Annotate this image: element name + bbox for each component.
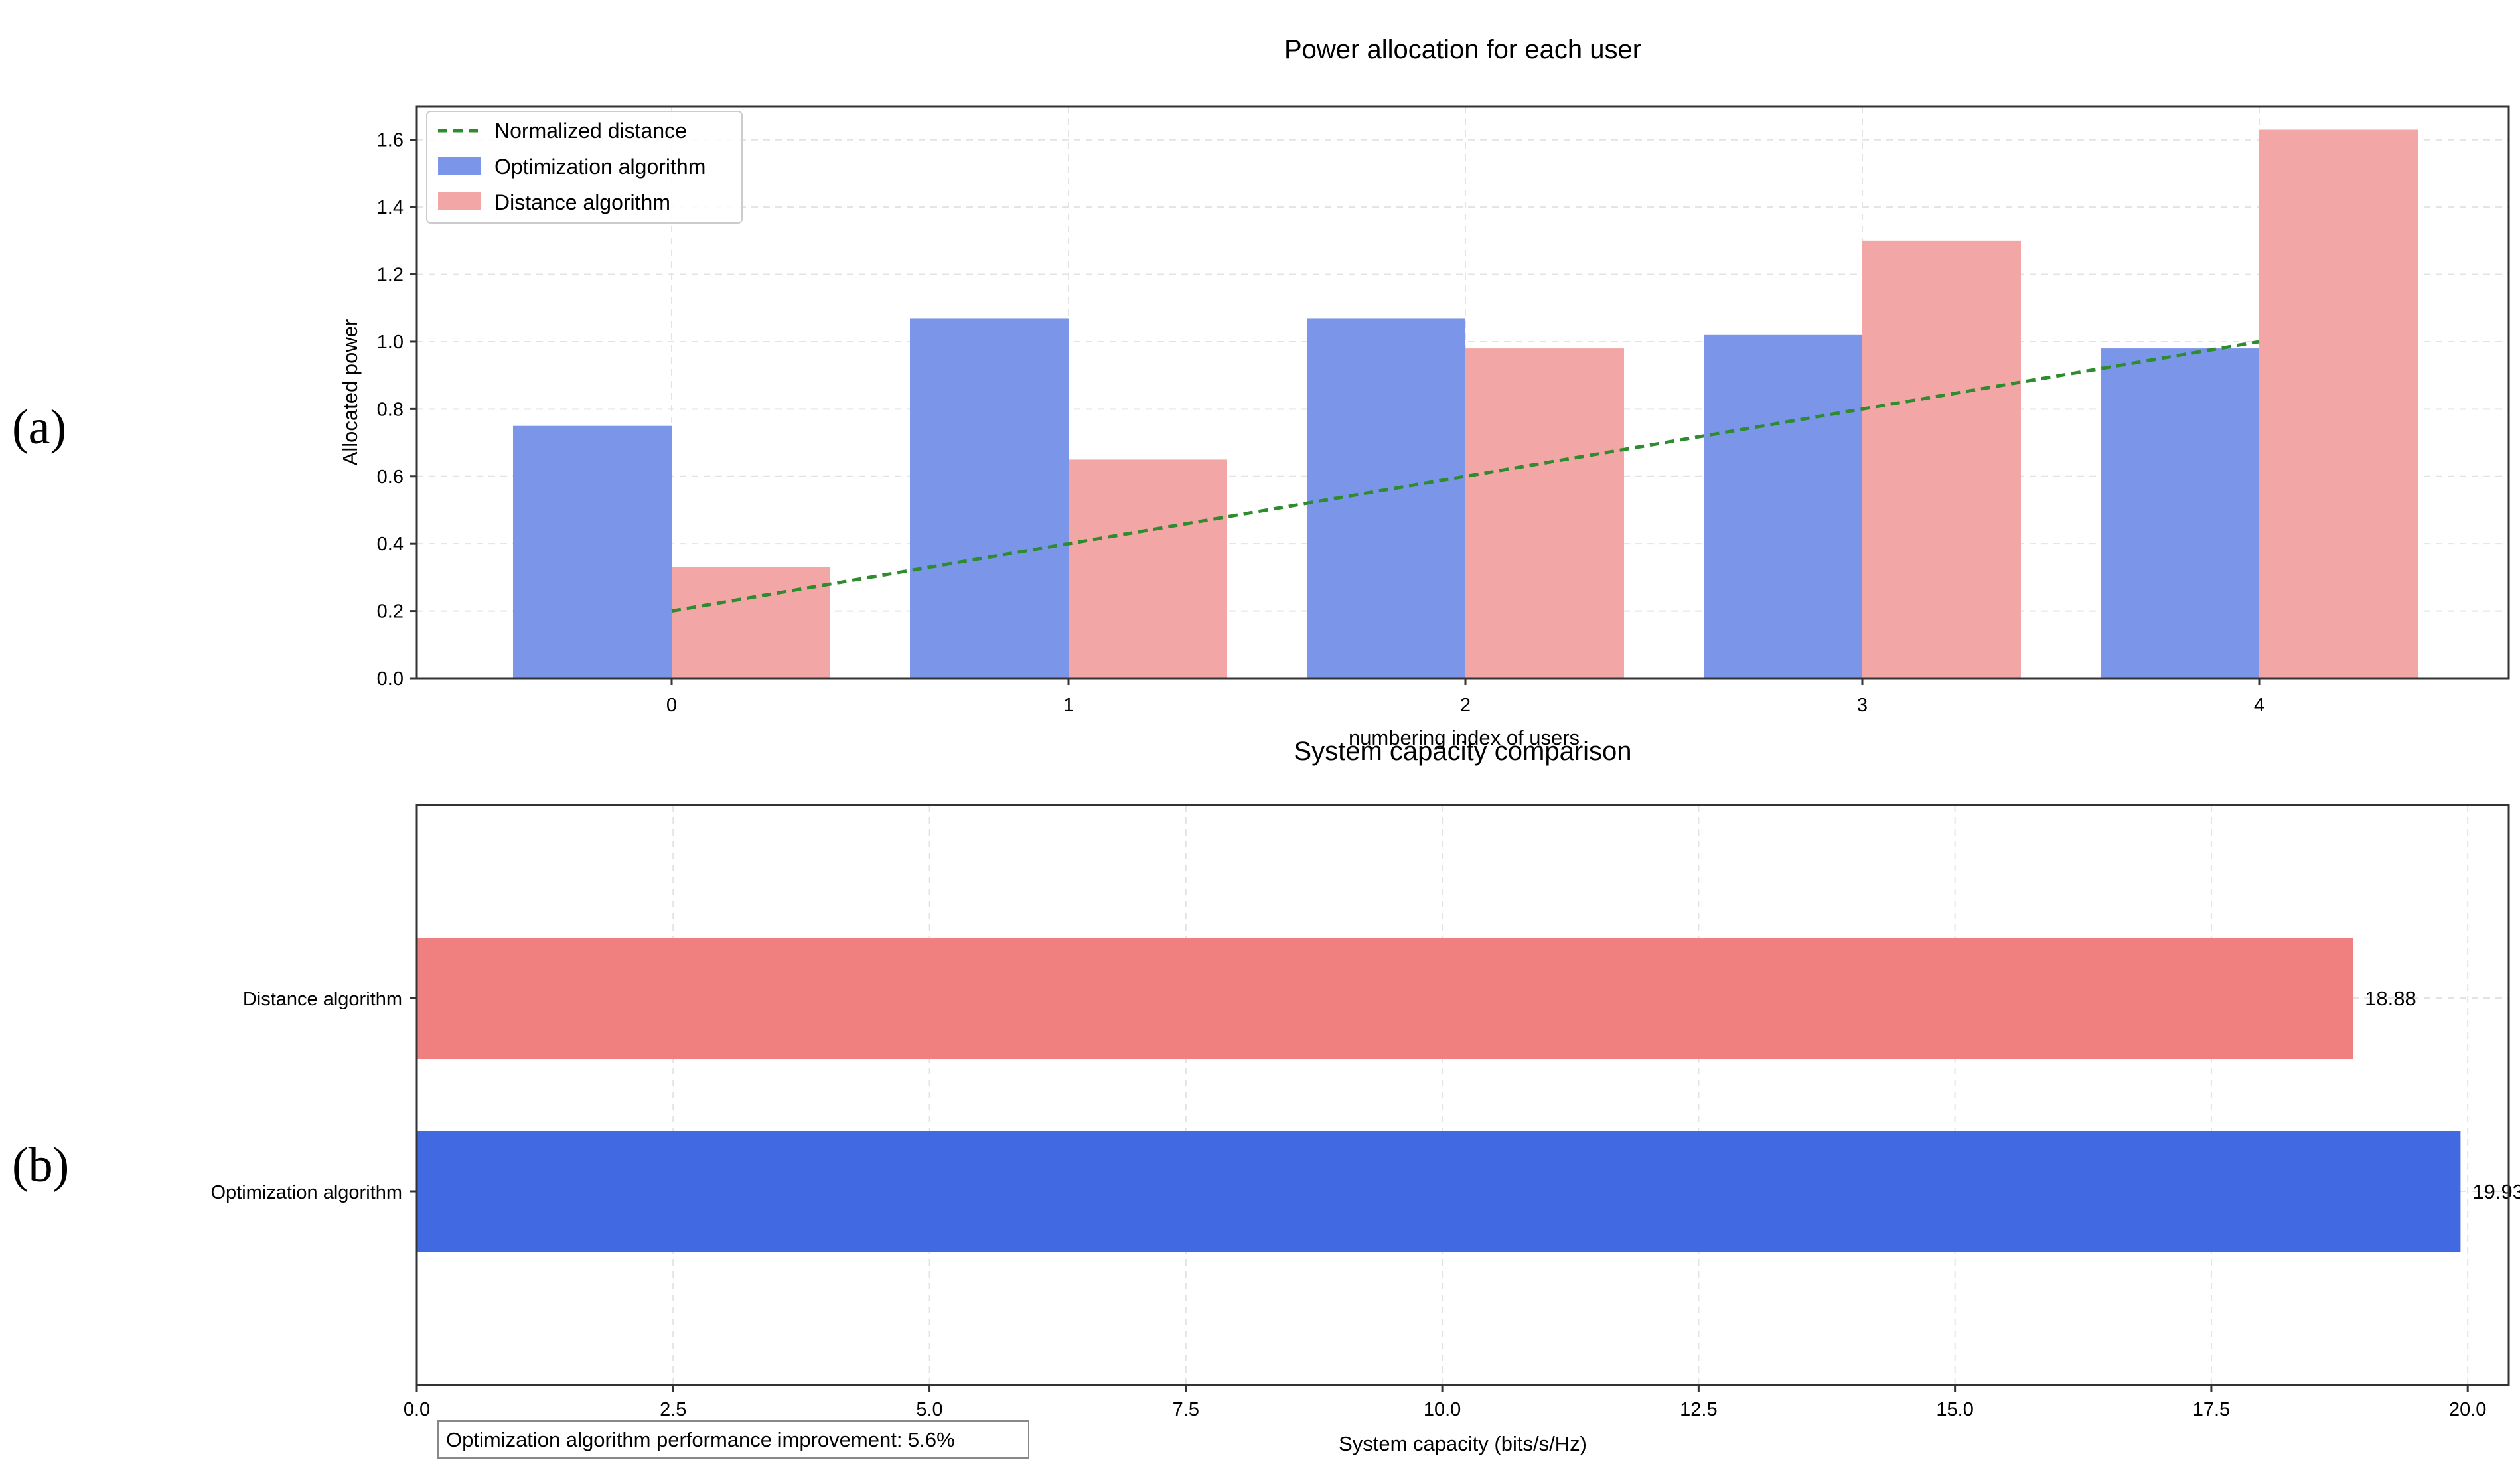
power-chart-frame: [415, 105, 2510, 680]
distance-bar-user-0: [672, 567, 830, 678]
capacity-x-tick-label-2: 5.0: [916, 1399, 942, 1420]
normalized-distance-line-group: [671, 340, 2260, 613]
capacity-value-label-distance: 18.88: [2365, 987, 2416, 1010]
power-y-tick-label-8: 1.6: [377, 130, 404, 151]
improvement-note-box: [437, 1420, 1029, 1459]
capacity-chart-x-ticks: 0.0 2.5 5.0 7.5 10.0 12.5 15.0 17.5 20.0: [404, 1385, 2486, 1420]
legend-box: [426, 111, 743, 224]
optimization-bar-user-0: [513, 425, 672, 678]
distance-bar-user-2: [1465, 348, 1624, 678]
capacity-value-label-optimization: 19.93: [2472, 1180, 2520, 1203]
power-y-tick-label-0: 0.0: [377, 668, 404, 690]
power-x-tick-label-1: 1: [1063, 695, 1074, 716]
capacity-chart-frame: [415, 804, 2510, 1386]
power-chart-x-ticks: 0 1 2 3 4: [666, 678, 2264, 716]
power-chart-bars: [513, 129, 2418, 679]
capacity-x-tick-label-3: 7.5: [1173, 1399, 1199, 1420]
legend-normalized-distance-label: Normalized distance: [494, 119, 687, 143]
capacity-chart-x-axis-label: System capacity (bits/s/Hz): [1339, 1432, 1587, 1455]
optimization-bar-user-3: [1704, 334, 1862, 678]
capacity-x-tick-label-7: 17.5: [2193, 1399, 2230, 1420]
capacity-y-tick-label-1: Distance algorithm: [243, 989, 402, 1010]
power-x-tick-label-3: 3: [1857, 695, 1868, 716]
capacity-bar-optimization: [417, 1131, 2461, 1252]
power-y-tick-label-6: 1.2: [377, 265, 404, 286]
power-y-tick-label-7: 1.4: [377, 197, 404, 218]
distance-bar-user-1: [1069, 459, 1227, 678]
improvement-note: Optimization algorithm performance impro…: [437, 1420, 1029, 1459]
legend-distance-swatch: [438, 192, 481, 210]
power-x-tick-label-0: 0: [666, 695, 677, 716]
optimization-bar-user-1: [910, 318, 1069, 679]
power-x-tick-label-2: 2: [1460, 695, 1471, 716]
system-capacity-chart: System capacity comparison 19.93 18.88 0.…: [211, 737, 2520, 1459]
power-y-tick-label-5: 1.0: [377, 332, 404, 353]
power-y-tick-label-2: 0.4: [377, 534, 404, 555]
capacity-x-tick-label-6: 15.0: [1936, 1399, 1973, 1420]
capacity-chart-grid: [416, 805, 2509, 1385]
distance-bar-user-4: [2259, 129, 2418, 678]
optimization-bar-user-4: [2101, 348, 2259, 678]
capacity-y-tick-label-0: Optimization algorithm: [211, 1182, 403, 1203]
capacity-x-tick-label-1: 2.5: [660, 1399, 686, 1420]
legend-optimization-label: Optimization algorithm: [494, 155, 705, 179]
capacity-x-tick-label-4: 10.0: [1424, 1399, 1461, 1420]
capacity-chart-y-ticks: Optimization algorithm Distance algorithm: [211, 989, 417, 1203]
power-y-tick-label-3: 0.6: [377, 467, 404, 488]
distance-bar-user-3: [1862, 240, 2021, 679]
panel-label-a: (a): [12, 400, 66, 455]
legend-distance-label: Distance algorithm: [494, 190, 670, 214]
power-chart-y-axis-label: Allocated power: [338, 319, 362, 466]
power-allocation-chart: Power allocation for each user 0.0 0.2 0.4…: [338, 35, 2510, 749]
power-y-tick-label-4: 0.8: [377, 399, 404, 420]
capacity-x-tick-label-0: 0.0: [404, 1399, 430, 1420]
legend-optimization-swatch: [438, 157, 481, 175]
improvement-note-text: Optimization algorithm performance impro…: [446, 1428, 955, 1451]
capacity-x-tick-label-8: 20.0: [2449, 1399, 2486, 1420]
power-y-tick-label-1: 0.2: [377, 601, 404, 623]
power-chart-y-ticks: 0.0 0.2 0.4 0.6 0.8 1.0 1.2 1.4 1.6: [377, 130, 417, 690]
capacity-bar-distance: [417, 938, 2353, 1059]
capacity-chart-bars: 19.93 18.88: [417, 938, 2520, 1252]
panel-label-b: (b): [12, 1138, 69, 1193]
power-chart-legend: Normalized distance Optimization algorit…: [426, 111, 743, 224]
normalized-distance-line: [671, 340, 2260, 613]
capacity-x-tick-label-5: 12.5: [1680, 1399, 1717, 1420]
power-x-tick-label-4: 4: [2254, 695, 2264, 716]
power-chart-x-axis-label: numbering index of users: [1349, 726, 1580, 749]
power-chart-title: Power allocation for each user: [1284, 35, 1641, 64]
capacity-chart-title: System capacity comparison: [1294, 737, 1631, 766]
optimization-bar-user-2: [1307, 318, 1465, 679]
